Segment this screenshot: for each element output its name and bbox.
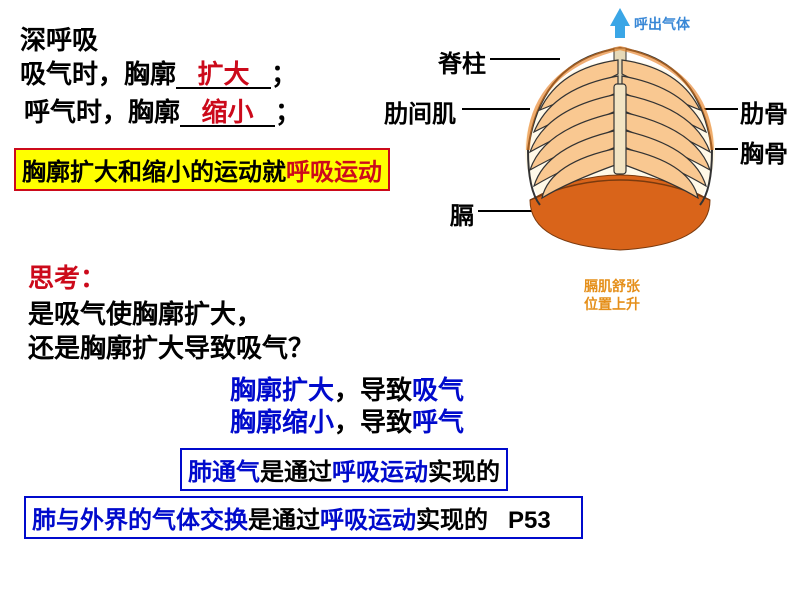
think-q2: 还是胸廓扩大导致吸气？ (28, 328, 314, 365)
inhale-suffix: ； (271, 59, 297, 89)
blue-box-2: 肺与外界的气体交换是通过呼吸运动实现的 P53 (24, 496, 583, 539)
label-sternum: 胸骨 (740, 134, 788, 169)
a2-b1: 胸廓缩小 (230, 407, 334, 437)
b1-t4: 实现的 (428, 459, 500, 486)
b1-t1: 肺通气 (188, 459, 260, 486)
inhale-blank: 扩大 (198, 59, 250, 89)
arrow-stem (615, 24, 625, 38)
exhale-prefix: 呼气时，胸廓 (24, 97, 180, 127)
b2-t4: 实现的 (416, 507, 488, 534)
label-intercostal: 肋间肌 (384, 94, 456, 129)
a1-b1: 胸廓扩大 (230, 375, 334, 405)
exhaled-air-label: 呼出气体 (634, 14, 690, 34)
b2-page: P53 (508, 507, 551, 534)
inhale-line: 吸气时，胸廓扩大 ； (20, 54, 297, 91)
yellow-box-red: 呼吸运动 (286, 159, 382, 186)
yellow-box-black: 胸廓扩大和缩小的运动就 (22, 159, 286, 186)
b2-t1: 肺与外界的气体交换 (32, 507, 248, 534)
label-diaphragm: 膈 (450, 196, 474, 231)
exhale-line: 呼气时，胸廓缩小 ； (24, 92, 301, 129)
a2-k1: ，导致 (334, 407, 412, 437)
exhale-blank: 缩小 (202, 97, 254, 127)
label-spine: 脊柱 (438, 44, 486, 79)
blue-box-1: 肺通气是通过呼吸运动实现的 (180, 448, 508, 491)
title-deep-breath: 深呼吸 (20, 20, 98, 57)
label-rib: 肋骨 (740, 94, 788, 129)
b2-t3: 呼吸运动 (320, 507, 416, 534)
ribcage-svg (510, 40, 730, 260)
ribcage-diagram (510, 40, 730, 250)
diaphragm-caption-2: 位置上升 (584, 294, 640, 314)
b2-t2: 是通过 (248, 507, 320, 534)
think-title: 思考： (28, 258, 106, 295)
answer-2: 胸廓缩小，导致呼气 (230, 402, 464, 439)
diaphragm-caption-1: 膈肌舒张 (584, 276, 640, 296)
yellow-definition-box: 胸廓扩大和缩小的运动就呼吸运动 (14, 148, 390, 191)
inhale-prefix: 吸气时，胸廓 (20, 59, 176, 89)
a1-k1: ，导致 (334, 375, 412, 405)
a1-b2: 吸气 (412, 375, 464, 405)
think-q1: 是吸气使胸廓扩大， (28, 294, 262, 331)
b1-t2: 是通过 (260, 459, 332, 486)
exhale-suffix: ； (275, 97, 301, 127)
a2-b2: 呼气 (412, 407, 464, 437)
b1-t3: 呼吸运动 (332, 459, 428, 486)
